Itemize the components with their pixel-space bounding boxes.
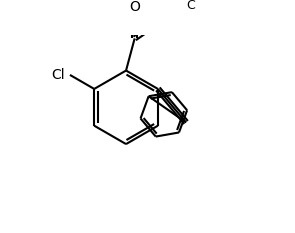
Text: Cl: Cl [51,68,65,82]
Text: C: C [186,0,195,12]
Text: O: O [129,0,140,14]
